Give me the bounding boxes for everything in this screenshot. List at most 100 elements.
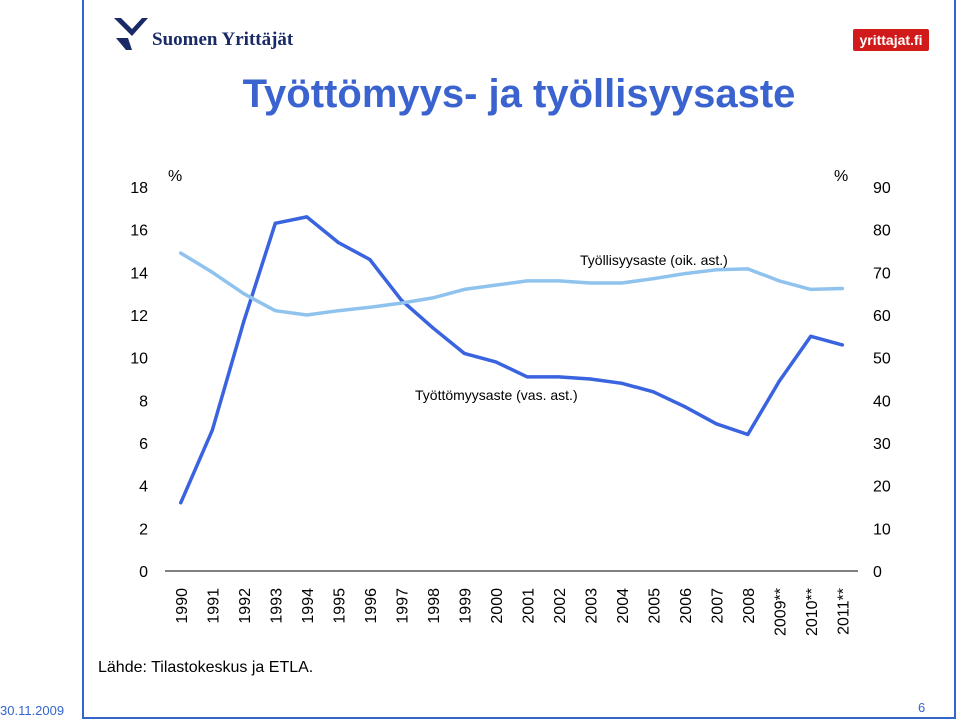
x-tick-label: 2005 xyxy=(646,588,663,624)
data-point xyxy=(431,326,435,330)
y-left-tick-label: 14 xyxy=(130,265,148,282)
data-point xyxy=(273,221,277,225)
y-left-tick-label: 16 xyxy=(130,223,148,240)
data-point xyxy=(525,279,529,283)
data-point xyxy=(777,279,781,283)
series-line xyxy=(179,215,845,505)
y-right-tick-label: 50 xyxy=(873,351,891,368)
data-point xyxy=(809,287,813,291)
data-point xyxy=(368,305,372,309)
data-point xyxy=(557,375,561,379)
x-tick-label: 2011** xyxy=(835,588,852,635)
x-tick-label: 2010** xyxy=(804,588,821,636)
data-point xyxy=(588,377,592,381)
data-point xyxy=(714,268,718,272)
y-right-tick-label: 80 xyxy=(873,223,891,240)
x-tick-label: 2008 xyxy=(741,588,758,624)
data-point xyxy=(210,270,214,274)
data-point xyxy=(242,292,246,296)
page-number: 6 xyxy=(918,700,926,715)
page-title: Työttömyys- ja työllisyysaste xyxy=(242,72,796,116)
x-tick-label: 1995 xyxy=(331,588,348,624)
data-point xyxy=(399,301,403,305)
x-tick-label: 2000 xyxy=(489,588,506,624)
y-left-unit-label: % xyxy=(168,168,182,185)
source-note: Lähde: Tilastokeskus ja ETLA. xyxy=(98,659,314,676)
yrittajat-fi-logo: yrittajat.fi xyxy=(853,29,929,51)
data-point xyxy=(746,432,750,437)
data-point xyxy=(210,428,214,432)
y-right-tick-label: 30 xyxy=(873,436,891,453)
data-point xyxy=(179,501,183,505)
x-tick-label: 2009** xyxy=(772,588,789,636)
x-tick-label: 1991 xyxy=(205,588,222,624)
data-point xyxy=(714,422,718,426)
data-point xyxy=(620,381,624,385)
y-left-tick-label: 8 xyxy=(139,393,148,410)
data-point xyxy=(179,251,183,255)
y-left-tick-label: 6 xyxy=(139,436,148,453)
logo-left-text: Suomen Yrittäjät xyxy=(152,29,294,50)
series-label: Työttömyysaste (vas. ast.) xyxy=(415,387,578,403)
y-right-tick-label: 10 xyxy=(873,521,891,538)
y-left-tick-label: 2 xyxy=(139,521,148,538)
series-line xyxy=(179,251,845,317)
x-tick-label: 1998 xyxy=(426,588,443,624)
x-tick-label: 2002 xyxy=(552,588,569,624)
x-tick-label: 2006 xyxy=(678,588,695,624)
slide-frame xyxy=(82,0,956,719)
suomen-yrittajat-logo: Suomen Yrittäjät xyxy=(112,14,312,58)
x-tick-label: 1993 xyxy=(268,588,285,624)
y-left-tick-label: 18 xyxy=(130,180,148,197)
x-tick-label: 2001 xyxy=(520,588,537,624)
y-left-tick-label: 0 xyxy=(139,564,148,581)
y-left-tick-label: 10 xyxy=(130,351,148,368)
y-right-unit-label: % xyxy=(834,168,848,185)
x-tick-label: 1992 xyxy=(237,588,254,624)
data-point xyxy=(462,287,466,291)
data-point xyxy=(683,272,687,276)
data-point xyxy=(242,319,246,323)
data-point xyxy=(462,351,466,355)
bird-logo-icon xyxy=(114,18,148,50)
data-point xyxy=(746,267,750,271)
data-point xyxy=(273,309,277,313)
x-tick-label: 2007 xyxy=(709,588,726,624)
y-left-tick-label: 4 xyxy=(139,479,148,496)
x-tick-label: 2003 xyxy=(583,588,600,624)
data-point xyxy=(368,257,372,262)
data-point xyxy=(683,405,687,409)
data-point xyxy=(620,281,624,285)
data-point xyxy=(651,390,655,394)
data-point xyxy=(840,286,844,291)
data-point xyxy=(525,375,529,379)
data-point xyxy=(336,309,340,313)
data-point xyxy=(494,283,498,287)
y-right-tick-label: 40 xyxy=(873,393,891,410)
x-tick-label: 1990 xyxy=(174,588,191,624)
data-point xyxy=(336,240,340,245)
data-point xyxy=(651,277,655,281)
data-point xyxy=(305,215,309,219)
y-right-tick-label: 20 xyxy=(873,479,891,496)
y-right-tick-label: 0 xyxy=(873,564,882,581)
series-label: Työllisyysaste (oik. ast.) xyxy=(580,252,728,268)
x-tick-label: 2004 xyxy=(615,588,632,624)
y-right-tick-label: 60 xyxy=(873,308,891,325)
data-point xyxy=(305,313,309,317)
x-tick-label: 1994 xyxy=(300,588,317,624)
y-right-tick-label: 70 xyxy=(873,265,891,282)
y-left-tick-label: 12 xyxy=(130,308,148,325)
x-tick-label: 1997 xyxy=(394,588,411,624)
data-point xyxy=(399,298,403,302)
data-point xyxy=(557,279,561,283)
y-right-tick-label: 90 xyxy=(873,180,891,197)
slide-date: 30.11.2009 xyxy=(0,703,82,718)
x-tick-label: 1996 xyxy=(363,588,380,624)
data-point xyxy=(840,343,844,347)
data-point xyxy=(494,360,498,364)
data-point xyxy=(777,379,781,383)
data-point xyxy=(431,296,435,300)
data-point xyxy=(809,334,813,338)
